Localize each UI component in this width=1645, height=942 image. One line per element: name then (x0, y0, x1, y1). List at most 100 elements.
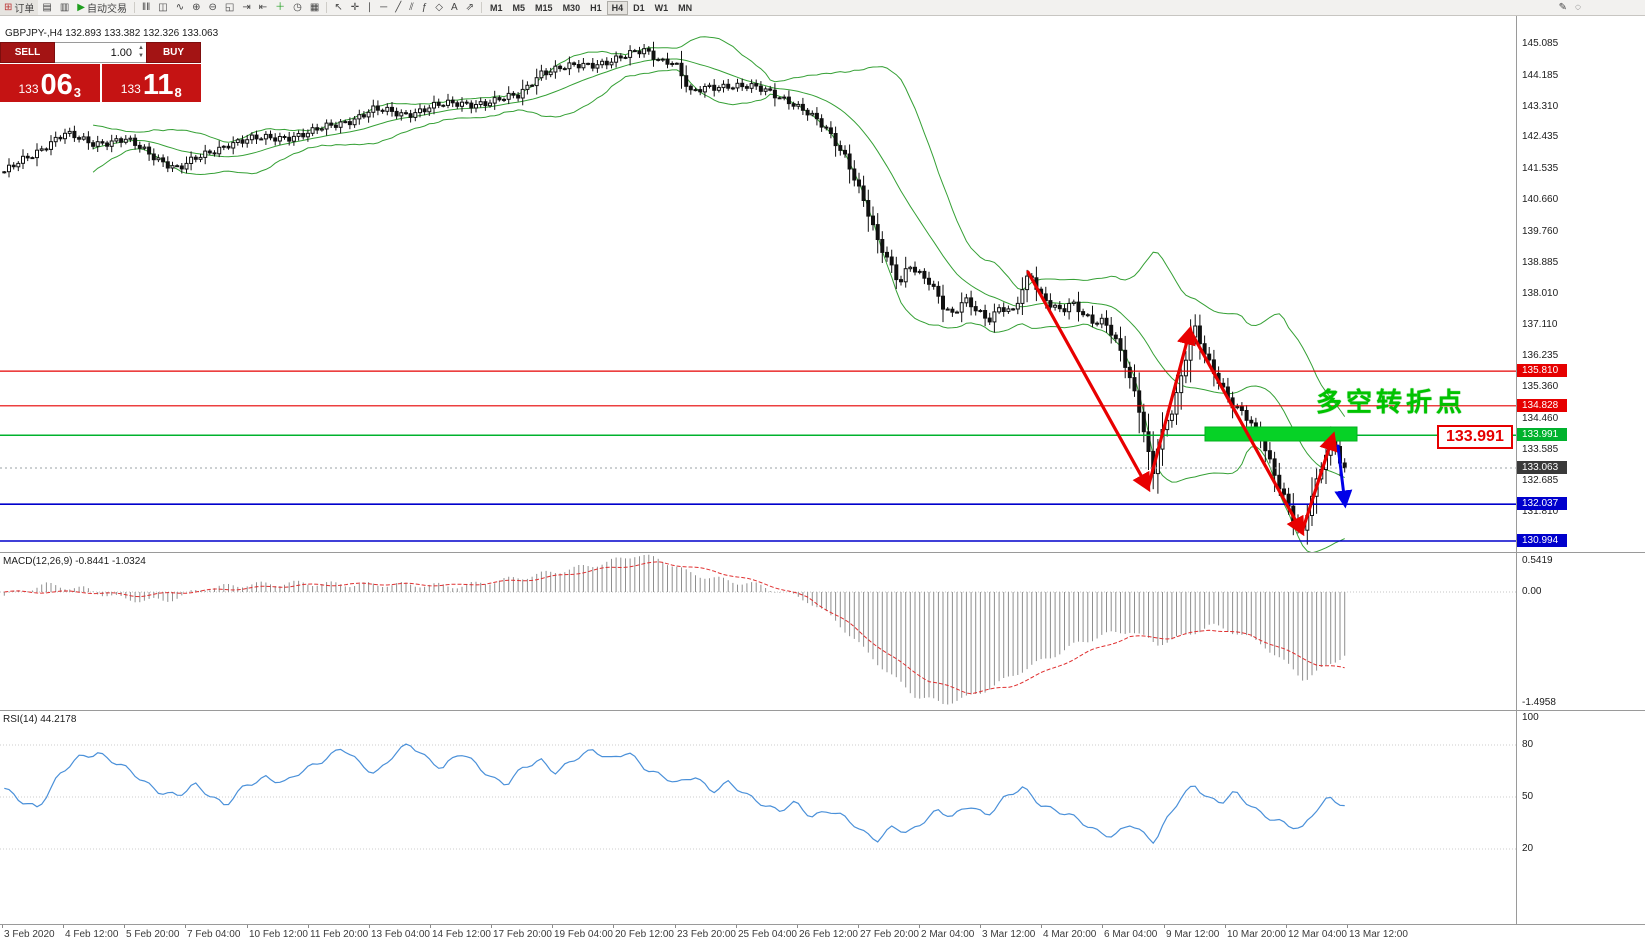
templates-icon: ▦ (309, 1, 320, 13)
periods-icon[interactable]: ◷ (289, 0, 306, 15)
timeframe-m15[interactable]: M15 (535, 2, 553, 13)
time-tick (613, 925, 614, 928)
timeframe-h4[interactable]: H4 (606, 0, 629, 15)
horizontal-line-icon: ─ (380, 1, 388, 13)
price-line-tag: 135.810 (1517, 364, 1567, 378)
text-icon[interactable]: A (447, 0, 462, 15)
rsi-scale-label: 50 (1522, 791, 1534, 802)
price-line-tag: 133.063 (1517, 461, 1567, 475)
toolbar-separator (134, 2, 135, 13)
macd-panel: MACD(12,26,9) -0.8441 -1.0324 (0, 553, 1516, 710)
price-line-tag: 130.994 (1517, 534, 1567, 547)
timeframe-mn[interactable]: MN (678, 2, 693, 13)
line-chart-icon[interactable]: ∿ (172, 0, 188, 15)
auto-scroll-icon[interactable]: ⇥ (238, 0, 254, 15)
panel-separator[interactable] (0, 552, 1645, 553)
templates-icon[interactable]: ▦ (306, 0, 323, 15)
panel-separator[interactable] (0, 710, 1645, 711)
buy-price-pips: 11 (142, 69, 174, 101)
search-icon: ◌ (1575, 1, 1581, 13)
charts-window-icon[interactable]: ▤ (38, 0, 55, 15)
timeframe-h1[interactable]: H1 (590, 2, 602, 13)
chart-shift-icon[interactable]: ⇤ (255, 0, 271, 15)
tile-windows-icon: ◱ (224, 1, 235, 13)
candlestick-chart-icon[interactable]: ◫ (154, 0, 171, 15)
trendline-icon[interactable]: ╱ (391, 0, 405, 15)
spinner-up-icon[interactable]: ▲ (138, 45, 144, 51)
sell-price-point: 3 (73, 85, 82, 100)
time-axis-label: 10 Mar 20:00 (1227, 929, 1286, 940)
macd-scale-label: -1.4958 (1522, 696, 1556, 708)
time-tick (552, 925, 553, 928)
fibonacci-icon: ƒ (421, 1, 428, 13)
profiles-icon: ▥ (59, 1, 70, 13)
time-axis-label: 23 Feb 20:00 (677, 929, 736, 940)
buy-price-tile[interactable]: 133 11 8 (101, 64, 201, 102)
crosshair-icon[interactable]: ✛ (347, 0, 363, 15)
time-axis-label: 5 Feb 20:00 (126, 929, 180, 940)
time-tick (980, 925, 981, 928)
time-axis-label: 6 Mar 04:00 (1104, 929, 1158, 940)
main-chart-canvas[interactable] (0, 16, 1516, 552)
sell-price-tile[interactable]: 133 06 3 (0, 64, 100, 102)
horizontal-line-icon[interactable]: ─ (376, 0, 391, 15)
volume-value: 1.00 (110, 46, 132, 59)
channel-icon[interactable]: ⫽ (405, 0, 417, 15)
edit-icon: ✎ (1558, 1, 1568, 13)
time-tick (858, 925, 859, 928)
arrows-icon[interactable]: ⇗ (462, 0, 478, 15)
sell-button[interactable]: SELL (0, 42, 55, 63)
time-tick (2, 925, 3, 928)
turning-point-annotation: 多空转折点 (1316, 388, 1467, 418)
timeframe-w1[interactable]: W1 (654, 2, 669, 13)
bar-chart-icon[interactable]: ǁǁ (138, 0, 154, 15)
vertical-line-icon[interactable]: ∣ (363, 0, 376, 15)
buy-button[interactable]: BUY (146, 42, 201, 63)
time-tick (369, 925, 370, 928)
edit-icon[interactable]: ✎ (1555, 0, 1571, 15)
search-icon[interactable]: ◌ (1571, 0, 1585, 15)
toolbar-separator (326, 2, 328, 13)
time-axis-label: 3 Feb 2020 (4, 929, 55, 940)
spinner-down-icon[interactable]: ▼ (138, 53, 144, 59)
main-chart-panel: GBPJPY-,H4 132.893 133.382 132.326 133.0… (0, 16, 1516, 552)
timeframe-m1[interactable]: M1 (490, 2, 503, 13)
new-order-button[interactable]: ⊞ 订单 (0, 0, 39, 15)
time-tick (1164, 925, 1165, 928)
rsi-canvas[interactable] (0, 711, 1516, 924)
indicators-icon: ＋ (275, 1, 286, 13)
rsi-scale-label: 80 (1522, 739, 1534, 750)
time-axis-label: 2 Mar 04:00 (921, 929, 975, 940)
volume-spinner[interactable]: ▲ ▼ (138, 44, 144, 60)
price-line-tag: 134.828 (1517, 398, 1567, 412)
auto-trading-button[interactable]: ▶ 自动交易 (73, 0, 131, 16)
timeframe-m5[interactable]: M5 (512, 2, 526, 13)
tile-windows-icon[interactable]: ◱ (221, 0, 238, 15)
price-tick-label: 135.360 (1522, 381, 1559, 392)
time-axis-label: 14 Feb 12:00 (432, 929, 491, 940)
zoom-out-icon[interactable]: ⊖ (205, 0, 221, 15)
macd-canvas[interactable] (0, 553, 1516, 710)
zoom-in-icon[interactable]: ⊕ (188, 0, 204, 15)
profiles-icon[interactable]: ▥ (56, 0, 73, 15)
macd-scale-label: 0.5419 (1522, 555, 1553, 566)
shapes-icon[interactable]: ◇ (431, 0, 447, 15)
price-tick-label: 136.235 (1522, 350, 1559, 362)
arrows-icon: ⇗ (465, 1, 475, 13)
price-tick-label: 138.010 (1522, 287, 1559, 299)
new-order-button: ⊞ (4, 1, 13, 13)
time-tick (1225, 925, 1226, 928)
time-axis-label: 10 Feb 12:00 (249, 929, 308, 940)
cursor-icon[interactable]: ↖ (330, 0, 346, 15)
time-axis-label: 25 Feb 04:00 (738, 929, 797, 940)
bar-chart-icon: ǁǁ (142, 1, 151, 13)
candlestick-chart-icon: ◫ (158, 1, 168, 13)
time-axis-label: 4 Feb 12:00 (65, 929, 119, 940)
indicators-icon[interactable]: ＋ (271, 0, 289, 15)
timeframe-m30[interactable]: M30 (562, 2, 581, 13)
fibonacci-icon[interactable]: ƒ (418, 0, 432, 15)
timeframe-d1[interactable]: D1 (633, 2, 645, 13)
time-axis-label: 19 Feb 04:00 (554, 929, 613, 940)
rsi-label: RSI(14) 44.2178 (3, 714, 77, 725)
volume-input[interactable]: 1.00 ▲ ▼ (55, 42, 146, 63)
